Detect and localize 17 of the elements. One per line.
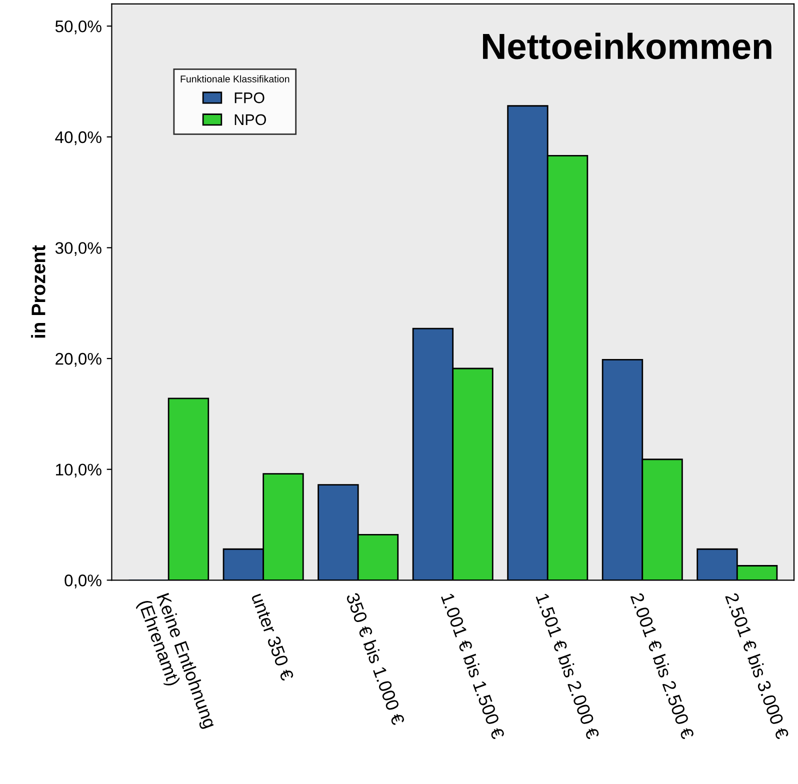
x-tick-label: 1.501 € bis 2.000 € xyxy=(536,592,600,740)
y-tick-label: 50,0% xyxy=(55,20,102,34)
y-tick-label: 30,0% xyxy=(55,242,102,256)
text: Nettoeinkommen xyxy=(483,32,772,60)
x-tick-label: 350 € bis 1.000 € xyxy=(346,592,406,726)
legend-title: Funktionale Klassifikation xyxy=(180,75,290,82)
y-tick-label: 10,0% xyxy=(56,464,102,478)
x-tick-label: unter 350 € xyxy=(251,592,294,682)
y-tick-label: 0,0% xyxy=(64,574,102,588)
x-tick-label: 2.501 € bis 3.000 € xyxy=(725,592,790,740)
y-tick-label: 20,0% xyxy=(56,352,102,367)
x-tick-label: 2.001 € bis 2.500 € xyxy=(630,592,695,740)
y-tick-label: 40,0% xyxy=(55,131,102,146)
y-axis-title: in Prozent xyxy=(31,245,46,338)
legend-label: NPO xyxy=(234,114,266,126)
x-tick-label: 1.001 € bis 1.500 € xyxy=(440,592,506,740)
legend-label: FPO xyxy=(234,92,264,104)
